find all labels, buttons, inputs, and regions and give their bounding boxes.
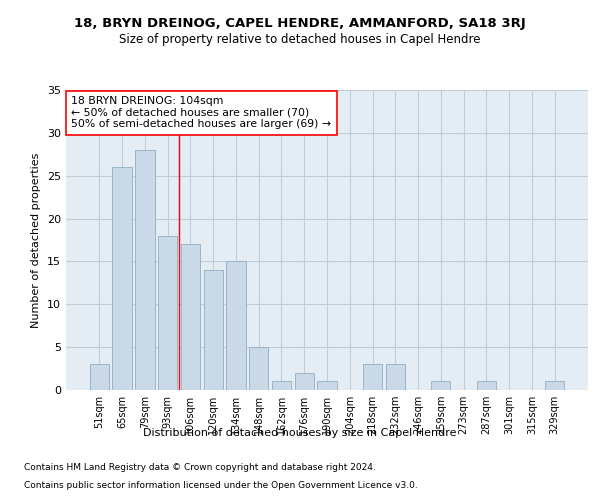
- Text: Distribution of detached houses by size in Capel Hendre: Distribution of detached houses by size …: [143, 428, 457, 438]
- Bar: [203, 270, 223, 390]
- Bar: [295, 373, 314, 390]
- Bar: [158, 236, 178, 390]
- Bar: [90, 364, 109, 390]
- Bar: [272, 382, 291, 390]
- Bar: [249, 347, 268, 390]
- Text: 18, BRYN DREINOG, CAPEL HENDRE, AMMANFORD, SA18 3RJ: 18, BRYN DREINOG, CAPEL HENDRE, AMMANFOR…: [74, 18, 526, 30]
- Text: Contains public sector information licensed under the Open Government Licence v3: Contains public sector information licen…: [24, 481, 418, 490]
- Bar: [112, 167, 132, 390]
- Bar: [431, 382, 451, 390]
- Text: Size of property relative to detached houses in Capel Hendre: Size of property relative to detached ho…: [119, 32, 481, 46]
- Bar: [226, 262, 245, 390]
- Bar: [135, 150, 155, 390]
- Bar: [545, 382, 564, 390]
- Y-axis label: Number of detached properties: Number of detached properties: [31, 152, 41, 328]
- Bar: [181, 244, 200, 390]
- Text: Contains HM Land Registry data © Crown copyright and database right 2024.: Contains HM Land Registry data © Crown c…: [24, 464, 376, 472]
- Text: 18 BRYN DREINOG: 104sqm
← 50% of detached houses are smaller (70)
50% of semi-de: 18 BRYN DREINOG: 104sqm ← 50% of detache…: [71, 96, 331, 129]
- Bar: [476, 382, 496, 390]
- Bar: [363, 364, 382, 390]
- Bar: [317, 382, 337, 390]
- Bar: [386, 364, 405, 390]
